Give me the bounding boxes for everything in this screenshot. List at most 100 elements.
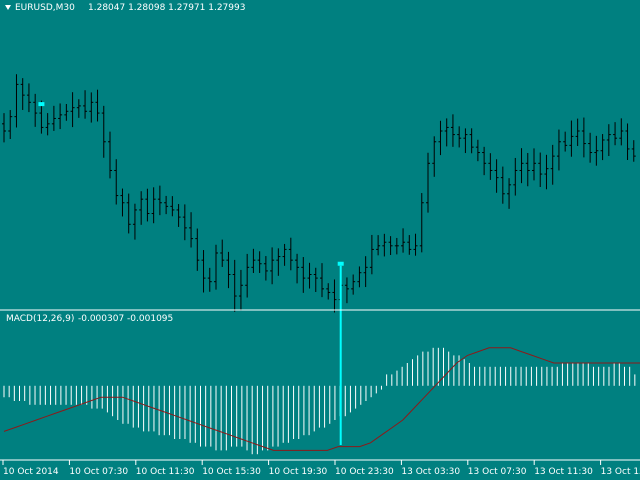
price-bar — [83, 90, 88, 119]
price-bar — [332, 279, 337, 313]
price-marker[interactable] — [38, 102, 45, 107]
price-bar — [382, 233, 387, 257]
time-axis-label: 10 Oct 11:30 — [136, 467, 195, 477]
price-bar — [538, 152, 543, 188]
price-bar — [8, 110, 13, 140]
price-bar — [625, 123, 630, 161]
price-bar — [494, 159, 499, 193]
price-bar — [369, 234, 374, 275]
price-bar — [282, 243, 287, 266]
time-axis-label: 10 Oct 07:30 — [69, 467, 128, 477]
price-bar — [263, 256, 268, 281]
price-bar — [151, 187, 156, 224]
price-bar — [407, 235, 412, 255]
price-bar — [581, 117, 586, 158]
price-bar — [58, 103, 63, 130]
price-bar — [475, 139, 480, 162]
price-bar — [189, 212, 194, 248]
price-bar — [444, 118, 449, 147]
chart-menu-triangle-icon[interactable] — [5, 5, 11, 10]
price-bar — [114, 159, 119, 205]
price-bar — [469, 128, 474, 154]
price-bar — [394, 237, 399, 255]
price-bar — [376, 235, 381, 256]
price-bar — [108, 131, 112, 179]
price-bar — [26, 83, 31, 113]
time-axis-label: 13 Oct 11:30 — [534, 467, 593, 477]
price-bar — [101, 105, 106, 158]
price-bar — [214, 244, 218, 290]
price-bar — [426, 152, 430, 213]
price-bar — [20, 78, 25, 110]
price-bar — [89, 92, 94, 123]
price-bar — [556, 129, 561, 171]
price-bar — [270, 247, 275, 285]
price-pane[interactable] — [2, 74, 636, 315]
price-bar — [70, 92, 75, 128]
price-bar — [51, 105, 56, 131]
price-bar — [482, 146, 487, 176]
price-bar — [401, 228, 406, 253]
price-bar — [195, 228, 200, 271]
price-bar — [207, 267, 212, 292]
price-bar — [245, 253, 250, 298]
price-bar — [301, 257, 306, 293]
time-axis-label: 13 Oct 15:30 — [601, 467, 640, 477]
price-bar — [170, 196, 175, 217]
macd-pane[interactable] — [3, 347, 640, 455]
price-bar — [507, 178, 512, 209]
price-bar — [413, 233, 418, 256]
price-bar — [519, 148, 524, 184]
price-bar — [295, 253, 300, 284]
price-bar — [320, 263, 324, 298]
price-bar — [226, 251, 231, 289]
price-bar — [220, 239, 225, 267]
price-bar — [606, 124, 611, 157]
price-bar — [276, 248, 281, 276]
time-axis-label: 13 Oct 03:30 — [401, 467, 460, 477]
time-axis-label: 13 Oct 07:30 — [468, 467, 527, 477]
price-bar — [532, 148, 536, 181]
price-bar — [139, 191, 144, 225]
price-bar — [438, 120, 443, 156]
price-bar — [326, 283, 331, 300]
price-bar — [157, 185, 162, 216]
price-bar — [432, 136, 437, 177]
time-axis-label: 10 Oct 2014 — [3, 467, 59, 477]
price-bar — [575, 118, 580, 146]
price-marker[interactable] — [337, 261, 344, 266]
macd-values-label: -0.000307 -0.001095 — [78, 314, 173, 324]
price-bar — [488, 153, 493, 180]
price-bar — [513, 157, 518, 196]
price-bar — [307, 262, 312, 289]
ohlc-label: 1.28047 1.28098 1.27971 1.27993 — [88, 3, 245, 13]
price-bar — [525, 152, 530, 187]
time-axis-label: 10 Oct 15:30 — [202, 467, 261, 477]
price-bar — [569, 120, 574, 157]
price-bar — [351, 274, 356, 295]
price-bar — [33, 93, 38, 127]
price-bar — [95, 89, 100, 122]
price-bar — [357, 266, 362, 288]
price-bar — [619, 118, 624, 146]
price-bar — [500, 166, 505, 204]
price-bar — [544, 154, 549, 190]
price-bar — [344, 277, 349, 304]
price-bar — [257, 251, 262, 273]
time-axis-label: 10 Oct 19:30 — [269, 467, 328, 477]
price-bar — [164, 195, 169, 215]
price-bar — [76, 99, 81, 118]
price-bar — [363, 256, 368, 288]
price-bar — [120, 188, 125, 217]
price-bar — [14, 74, 19, 128]
price-bar — [2, 113, 6, 143]
macd-label: MACD(12,26,9) — [6, 314, 74, 324]
macd-signal-line — [3, 347, 640, 451]
time-axis-label: 10 Oct 23:30 — [335, 467, 394, 477]
price-bar — [313, 267, 318, 293]
price-bar — [201, 250, 206, 293]
price-bar — [600, 134, 605, 161]
markers-layer — [38, 102, 344, 445]
price-bar — [39, 100, 44, 134]
